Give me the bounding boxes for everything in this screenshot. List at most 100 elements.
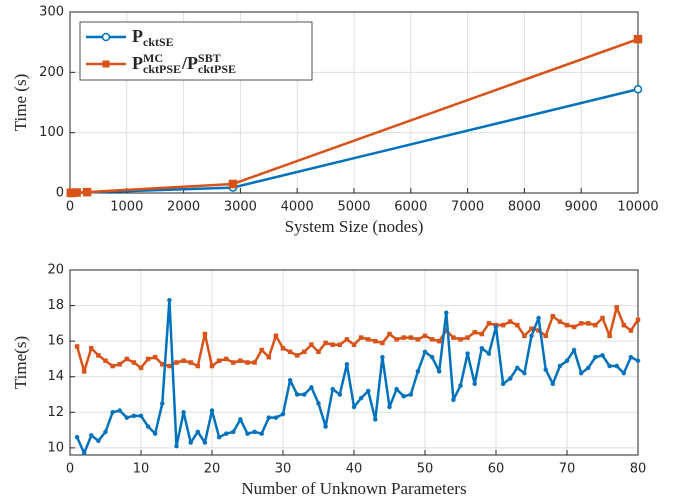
legend-label-base: P [132, 26, 143, 46]
x-tick-label: 9000 [565, 200, 598, 215]
y-axis-label: Time (s) [11, 74, 30, 131]
point [571, 347, 577, 353]
point [543, 333, 548, 339]
point [586, 321, 591, 326]
x-tick-label: 5000 [337, 200, 370, 215]
point [600, 353, 605, 358]
point [387, 404, 392, 410]
y-tick-label: 12 [47, 405, 64, 420]
point [330, 386, 335, 392]
point [266, 354, 272, 360]
point [174, 443, 179, 449]
point [387, 331, 392, 337]
point [522, 370, 527, 376]
point [252, 429, 257, 435]
point [323, 340, 328, 346]
point [216, 434, 222, 440]
series-line [75, 298, 639, 455]
point [365, 388, 371, 394]
point [103, 358, 108, 363]
point [578, 321, 584, 326]
x-tick-label: 60 [488, 462, 505, 477]
point [81, 369, 87, 374]
point [344, 362, 350, 367]
point [607, 363, 612, 369]
point [614, 305, 619, 310]
x-axis-label: System Size (nodes) [285, 217, 424, 236]
y-tick-label: 16 [47, 334, 64, 349]
y-axis-label: Time(s) [11, 336, 30, 389]
point [337, 342, 343, 347]
point [103, 429, 108, 435]
point [422, 349, 428, 355]
point [465, 335, 470, 340]
point [351, 342, 357, 347]
y-tick-label: 200 [39, 65, 64, 80]
x-tick-label: 80 [630, 462, 647, 477]
point [436, 338, 442, 344]
point [607, 333, 612, 339]
point [188, 440, 193, 445]
y-tick-label: 20 [47, 263, 64, 278]
point [174, 360, 179, 365]
x-tick-label: 40 [346, 462, 363, 477]
point [415, 369, 421, 374]
point [628, 328, 634, 333]
point [571, 324, 577, 330]
x-tick-label: 10000 [617, 200, 658, 215]
x-tick-label: 3000 [224, 200, 257, 215]
point [633, 34, 643, 44]
legend-label-sub: cktSE [143, 35, 174, 49]
point [110, 363, 115, 369]
point [507, 319, 513, 324]
point [280, 346, 286, 351]
point [529, 333, 534, 339]
point [167, 297, 172, 303]
point [152, 354, 158, 360]
point [223, 356, 229, 362]
point [330, 342, 335, 347]
point [252, 360, 257, 365]
legend-label-sup: SBT [198, 51, 221, 65]
x-tick-label: 20 [204, 462, 221, 477]
y-tick-label: 18 [47, 298, 64, 313]
point [231, 360, 236, 365]
point [380, 340, 385, 346]
point [451, 397, 456, 403]
point [81, 450, 87, 456]
point [628, 354, 634, 360]
x-tick-label: 6000 [394, 200, 427, 215]
point [444, 310, 449, 315]
point [238, 358, 243, 363]
x-tick-label: 70 [559, 462, 576, 477]
x-tick-label: 50 [417, 462, 434, 477]
x-tick-label: 4000 [281, 200, 314, 215]
legend-marker [101, 32, 111, 42]
point [373, 417, 378, 422]
x-tick-label: 10 [133, 462, 150, 477]
point [245, 360, 250, 365]
point [188, 360, 193, 365]
point [124, 415, 130, 420]
point [294, 353, 300, 358]
point [309, 342, 314, 347]
point [479, 331, 485, 337]
point [394, 337, 399, 342]
point [635, 358, 641, 363]
point [380, 354, 385, 360]
point [167, 363, 172, 369]
point [344, 337, 350, 342]
x-tick-label: 0 [66, 200, 74, 215]
point [564, 358, 570, 363]
point [458, 383, 463, 388]
point [422, 333, 428, 339]
point [160, 362, 165, 367]
point [564, 322, 570, 328]
point [316, 349, 321, 355]
point [465, 351, 470, 356]
point [96, 353, 101, 358]
point [209, 408, 215, 413]
point [365, 337, 371, 342]
point [145, 424, 151, 429]
